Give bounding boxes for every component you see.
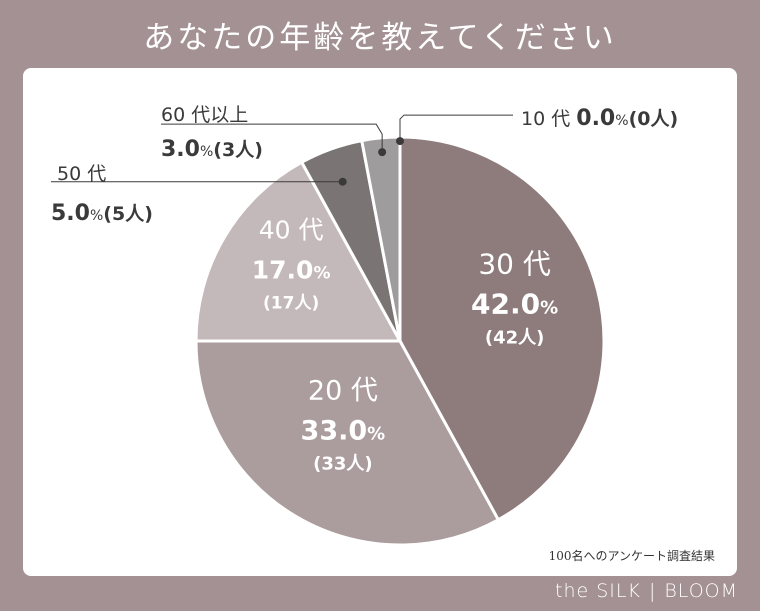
callout-10s: 10 代 0.0%(0人) <box>521 106 678 131</box>
survey-footnote: 100名へのアンケート調査結果 <box>548 549 715 563</box>
callout-60s-label: 60 代以上 <box>161 104 248 126</box>
brand-logo: the SILK | BLOOM <box>555 580 738 602</box>
chart-panel: 30 代 42.0% (42人) 20 代 33.0% (33人) 40 代 17.0% (17… <box>23 68 737 576</box>
slice-count: (33人) <box>313 454 373 475</box>
brand-divider: | <box>648 580 657 602</box>
callout-50s-value: 5.0%(5人) <box>51 201 153 226</box>
slice-label: 30 代 <box>478 248 551 281</box>
slice-label: 20 代 <box>308 376 378 407</box>
leader-line <box>161 123 383 153</box>
slice-percent: 42.0% <box>471 288 558 321</box>
pie-slice <box>194 339 501 547</box>
callout-50s-label: 50 代 <box>57 163 106 185</box>
callout-60s-value: 3.0%(3人) <box>161 137 263 162</box>
slice-count: (17人) <box>263 294 319 314</box>
slice-percent: 17.0% <box>252 256 331 285</box>
slice-label: 40 代 <box>259 216 324 245</box>
pie-chart: 30 代 42.0% (42人) 20 代 33.0% (33人) 40 代 17.0% (17… <box>51 104 678 547</box>
brand-name-left: the SILK <box>555 580 641 602</box>
chart-title: あなたの年齢を教えてください <box>143 20 617 56</box>
pie-slice <box>194 160 403 343</box>
slice-percent: 33.0% <box>301 416 386 447</box>
leader-line <box>399 114 513 142</box>
brand-name-right: BLOOM <box>664 580 738 602</box>
pie-slice <box>398 135 606 522</box>
slice-count: (42人) <box>485 328 545 349</box>
